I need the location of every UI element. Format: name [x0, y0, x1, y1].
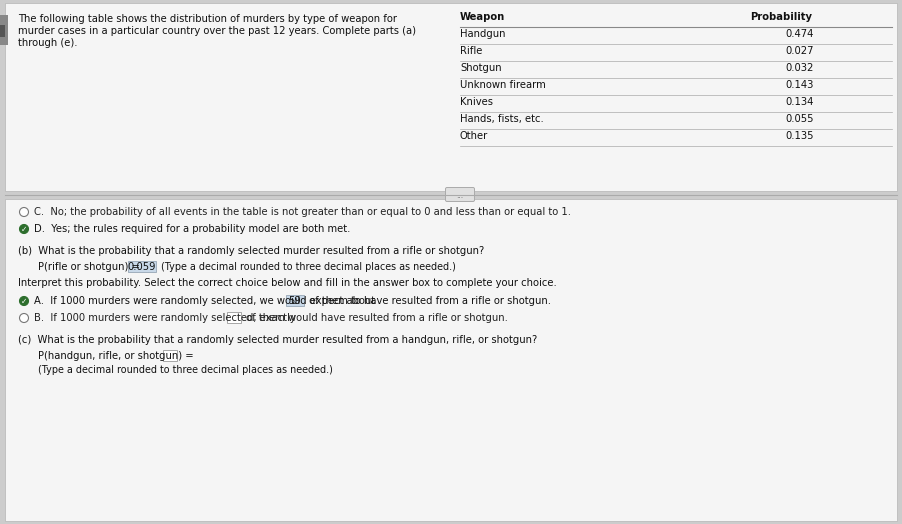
- Text: 0.027: 0.027: [785, 46, 814, 56]
- Text: The following table shows the distribution of murders by type of weapon for: The following table shows the distributi…: [18, 14, 397, 24]
- Text: of them to have resulted from a rifle or shotgun.: of them to have resulted from a rifle or…: [306, 296, 551, 306]
- Text: 0.143: 0.143: [785, 80, 814, 90]
- Circle shape: [20, 313, 29, 322]
- Text: 0.134: 0.134: [785, 97, 814, 107]
- Text: ✓: ✓: [21, 225, 27, 234]
- Text: ✓: ✓: [21, 297, 27, 306]
- Text: (b)  What is the probability that a randomly selected murder resulted from a rif: (b) What is the probability that a rando…: [18, 246, 484, 256]
- Text: ...: ...: [456, 191, 464, 201]
- Bar: [0, 15, 8, 45]
- Bar: [286, 295, 304, 306]
- Text: Unknown firearm: Unknown firearm: [460, 80, 546, 90]
- Text: C.  No; the probability of all events in the table is not greater than or equal : C. No; the probability of all events in …: [34, 207, 571, 217]
- Bar: [163, 350, 177, 361]
- Text: A.  If 1000 murders were randomly selected, we would expect about: A. If 1000 murders were randomly selecte…: [34, 296, 375, 306]
- Bar: [128, 261, 156, 272]
- Text: 0.055: 0.055: [785, 114, 814, 124]
- Text: (Type a decimal rounded to three decimal places as needed.): (Type a decimal rounded to three decimal…: [38, 365, 333, 375]
- Circle shape: [20, 297, 29, 305]
- Text: 0.059: 0.059: [128, 262, 156, 272]
- Text: 0.032: 0.032: [785, 63, 814, 73]
- Circle shape: [20, 208, 29, 216]
- Text: Other: Other: [460, 131, 488, 141]
- Bar: [5, 3, 897, 191]
- Bar: [227, 312, 241, 323]
- Text: Rifle: Rifle: [460, 46, 483, 56]
- Text: B.  If 1000 murders were randomly selected, exactly: B. If 1000 murders were randomly selecte…: [34, 313, 296, 323]
- Bar: [5, 199, 897, 521]
- Text: D.  Yes; the rules required for a probability model are both met.: D. Yes; the rules required for a probabi…: [34, 224, 350, 234]
- Text: through (e).: through (e).: [18, 38, 78, 48]
- Text: P(handgun, rifle, or shotgun) =: P(handgun, rifle, or shotgun) =: [38, 351, 194, 361]
- Text: 59: 59: [289, 296, 301, 306]
- Circle shape: [20, 224, 29, 234]
- Text: Interpret this probability. Select the correct choice below and fill in the answ: Interpret this probability. Select the c…: [18, 278, 557, 288]
- Text: P(rifle or shotgun) =: P(rifle or shotgun) =: [38, 262, 140, 272]
- Bar: [0, 25, 5, 37]
- Text: Hands, fists, etc.: Hands, fists, etc.: [460, 114, 544, 124]
- Text: Shotgun: Shotgun: [460, 63, 502, 73]
- Text: 0.474: 0.474: [785, 29, 814, 39]
- FancyBboxPatch shape: [446, 188, 474, 202]
- Text: (Type a decimal rounded to three decimal places as needed.): (Type a decimal rounded to three decimal…: [158, 262, 456, 272]
- Text: of them would have resulted from a rifle or shotgun.: of them would have resulted from a rifle…: [243, 313, 508, 323]
- Text: murder cases in a particular country over the past 12 years. Complete parts (a): murder cases in a particular country ove…: [18, 26, 416, 36]
- Text: Handgun: Handgun: [460, 29, 505, 39]
- Text: Knives: Knives: [460, 97, 493, 107]
- Text: 0.135: 0.135: [785, 131, 814, 141]
- Text: (c)  What is the probability that a randomly selected murder resulted from a han: (c) What is the probability that a rando…: [18, 335, 538, 345]
- Text: Weapon: Weapon: [460, 12, 505, 22]
- Text: Probability: Probability: [750, 12, 812, 22]
